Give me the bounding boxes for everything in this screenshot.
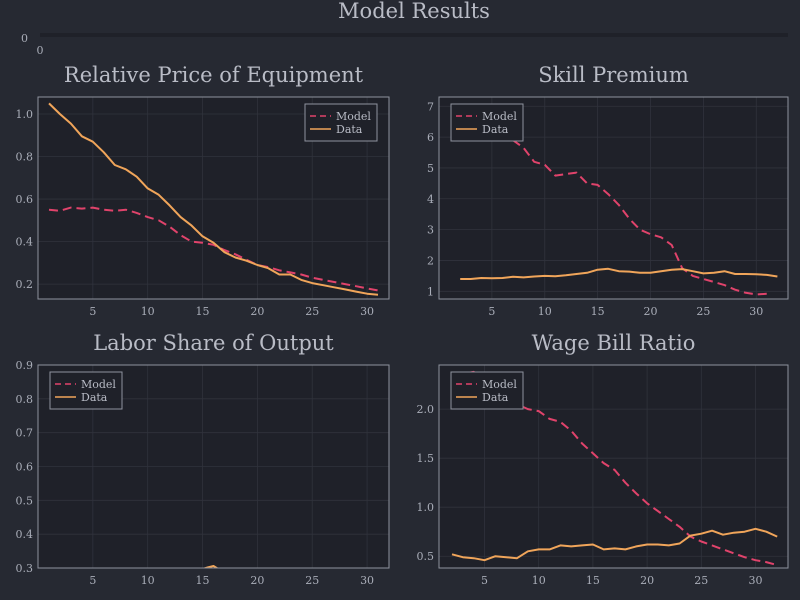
x-tick-label: 5	[488, 305, 495, 318]
x-tick-label: 20	[640, 574, 654, 587]
series-line-data	[460, 267, 778, 280]
x-tick-label: 5	[89, 305, 96, 318]
x-tick-label: 10	[538, 305, 552, 318]
x-tick-label: 15	[196, 305, 210, 318]
y-tick-label: 0.8	[16, 393, 34, 406]
x-tick-label: 15	[586, 574, 600, 587]
series-line-data	[48, 102, 379, 296]
y-tick-label: 1.0	[16, 108, 34, 121]
y-tick-label: 7	[427, 100, 434, 113]
y-tick-label: 2.0	[417, 403, 435, 416]
legend-label-model: Model	[81, 378, 116, 391]
plot-frame	[438, 96, 789, 300]
x-tick-label: 25	[694, 574, 708, 587]
legend-box	[304, 103, 378, 142]
x-tick-label: 5	[89, 574, 96, 587]
y-tick-label: 0.9	[16, 359, 34, 372]
legend-label-model: Model	[482, 110, 517, 123]
x-tick-label: 15	[196, 574, 210, 587]
x-tick-label: 20	[250, 574, 264, 587]
chart-title: Labor Share of Output	[93, 331, 334, 355]
x-tick-label: 5	[481, 574, 488, 587]
y-tick-label: 0.4	[16, 528, 34, 541]
y-tick-label: 1.5	[417, 452, 435, 465]
y-tick-label: 1	[427, 285, 434, 298]
x-tick-label: 10	[141, 305, 155, 318]
y-tick-label: 0.5	[417, 550, 435, 563]
chart-title: Relative Price of Equipment	[64, 63, 364, 87]
y-tick-label: 0.4	[16, 236, 34, 249]
x-tick-label: 30	[748, 574, 762, 587]
legend-label-data: Data	[336, 123, 363, 136]
y-tick-label: 6	[427, 131, 434, 144]
y-tick-label: 0.8	[16, 151, 34, 164]
panel-relative-price-of-equipment: Relative Price of Equipment 5 10 15 20 25 30 0.…	[16, 63, 390, 318]
y-tick-label: 2	[427, 254, 434, 267]
x-tick-label: 20	[250, 305, 264, 318]
legend-label-data: Data	[482, 391, 509, 404]
panel-wage-bill-ratio: Wage Bill Ratio 5 10 15 20 25 30 0.5 1.0 1.5 2.0 Mo…	[417, 331, 789, 587]
y-tick-label: 1.0	[417, 501, 435, 514]
x-tick-label: 25	[305, 305, 319, 318]
x-tick-label: 30	[360, 305, 374, 318]
y-tick-label: 0.7	[16, 427, 34, 440]
plot-frame	[37, 96, 390, 300]
x-tick-label: 25	[696, 305, 710, 318]
y-tick-label: 0.6	[16, 461, 34, 474]
legend-label-model: Model	[482, 378, 517, 391]
legend-box	[450, 371, 524, 410]
chart-title: Wage Bill Ratio	[532, 331, 696, 355]
y-tick-label: 0.6	[16, 193, 34, 206]
figure-title: Model Results	[338, 0, 490, 23]
legend-label-data: Data	[81, 391, 108, 404]
x-tick-label: 30	[360, 574, 374, 587]
chart-title: Skill Premium	[538, 63, 689, 87]
x-tick-label: 15	[591, 305, 605, 318]
plot-frame	[438, 364, 789, 569]
header-strip	[40, 33, 788, 37]
x-tick-label: 25	[305, 574, 319, 587]
y-tick-label: 3	[427, 224, 434, 237]
legend-box	[49, 371, 123, 410]
panel-labor-share-of-output: Labor Share of Output 5 10 15 20 25 30 0.3 0.4 0.…	[16, 331, 390, 587]
y-tick-label: 5	[427, 162, 434, 175]
series-line-model	[48, 206, 379, 292]
x-tick-label: 30	[749, 305, 763, 318]
x-tick-label: 10	[141, 574, 155, 587]
y-tick-label: 0.2	[16, 278, 34, 291]
y-tick-label: 0.5	[16, 494, 34, 507]
plot-frame	[37, 364, 390, 569]
x-tick-label: 20	[644, 305, 658, 318]
header-strip-xtick: 0	[37, 44, 44, 57]
legend-label-model: Model	[336, 110, 371, 123]
legend-box	[450, 103, 524, 142]
x-tick-label: 10	[532, 574, 546, 587]
y-tick-label: 4	[427, 193, 434, 206]
series-line-data	[202, 565, 219, 568]
header-strip-ytick: 0	[21, 32, 28, 45]
series-line-data	[451, 527, 778, 562]
legend-label-data: Data	[482, 123, 509, 136]
y-tick-label: 0.3	[16, 562, 34, 575]
